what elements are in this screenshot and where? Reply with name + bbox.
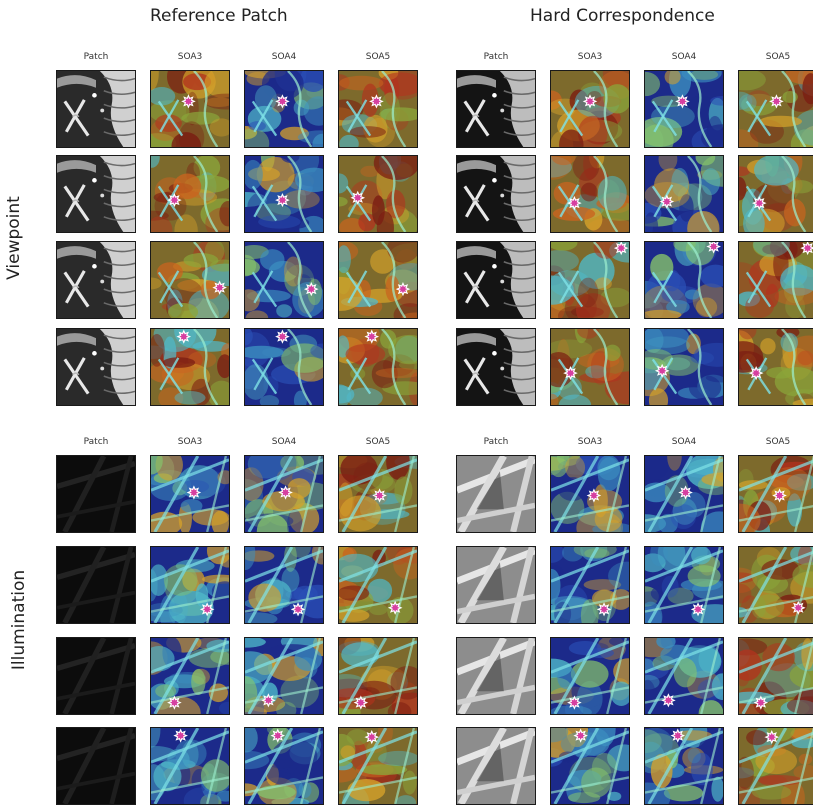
- viewpoint-reference-soa4-heatmap-row-1: [244, 70, 324, 148]
- illumination-hard-soa4-heatmap-row-2: [644, 546, 724, 624]
- hard-viewpoint-col-label-soa4: SOA4: [671, 52, 697, 62]
- viewpoint-hard-soa4-heatmap-row-3: [644, 241, 724, 319]
- illumination-reference-soa4-heatmap-row-3: [244, 637, 324, 715]
- reference-illumination-col-label-soa5: SOA5: [365, 437, 391, 447]
- reference-viewpoint-col-label-patch: Patch: [83, 52, 109, 62]
- viewpoint-reference-soa3-heatmap-row-2: [150, 155, 230, 233]
- illumination-reference-soa5-heatmap-row-4: [338, 727, 418, 805]
- viewpoint-hard-soa4-heatmap-row-2: [644, 155, 724, 233]
- illumination-reference-patch-image-row-1: [56, 455, 136, 533]
- illumination-hard-soa5-heatmap-row-3: [738, 637, 813, 715]
- viewpoint-reference-soa3-heatmap-row-3: [150, 241, 230, 319]
- illumination-hard-soa5-heatmap-row-1: [738, 455, 813, 533]
- reference-viewpoint-col-label-soa4: SOA4: [271, 52, 297, 62]
- illumination-hard-patch-image-row-4: [456, 727, 536, 805]
- illumination-reference-soa4-heatmap-row-1: [244, 455, 324, 533]
- illumination-row-label: Illumination: [9, 569, 29, 671]
- hard-viewpoint-col-label-patch: Patch: [483, 52, 509, 62]
- illumination-reference-patch-image-row-3: [56, 637, 136, 715]
- illumination-hard-soa4-heatmap-row-1: [644, 455, 724, 533]
- illumination-reference-soa5-heatmap-row-3: [338, 637, 418, 715]
- illumination-reference-soa5-heatmap-row-2: [338, 546, 418, 624]
- illumination-hard-soa5-heatmap-row-4: [738, 727, 813, 805]
- hard-illumination-col-label-soa4: SOA4: [671, 437, 697, 447]
- illumination-reference-patch-image-row-4: [56, 727, 136, 805]
- viewpoint-reference-soa3-heatmap-row-1: [150, 70, 230, 148]
- viewpoint-reference-soa5-heatmap-row-4: [338, 328, 418, 406]
- viewpoint-hard-soa5-heatmap-row-4: [738, 328, 813, 406]
- viewpoint-hard-soa3-heatmap-row-3: [550, 241, 630, 319]
- viewpoint-reference-soa5-heatmap-row-3: [338, 241, 418, 319]
- viewpoint-hard-soa4-heatmap-row-4: [644, 328, 724, 406]
- viewpoint-reference-patch-image-row-2: [56, 155, 136, 233]
- illumination-reference-soa3-heatmap-row-1: [150, 455, 230, 533]
- illumination-reference-soa4-heatmap-row-2: [244, 546, 324, 624]
- illumination-reference-soa3-heatmap-row-4: [150, 727, 230, 805]
- illumination-hard-patch-image-row-1: [456, 455, 536, 533]
- illumination-hard-soa3-heatmap-row-1: [550, 455, 630, 533]
- illumination-hard-soa3-heatmap-row-4: [550, 727, 630, 805]
- hard-illumination-col-label-soa5: SOA5: [765, 437, 791, 447]
- illumination-reference-soa3-heatmap-row-3: [150, 637, 230, 715]
- illumination-hard-patch-image-row-3: [456, 637, 536, 715]
- reference-viewpoint-col-label-soa3: SOA3: [177, 52, 203, 62]
- illumination-hard-soa5-heatmap-row-2: [738, 546, 813, 624]
- viewpoint-hard-soa5-heatmap-row-1: [738, 70, 813, 148]
- viewpoint-row-label: Viewpoint: [4, 196, 24, 280]
- hard-illumination-col-label-soa3: SOA3: [577, 437, 603, 447]
- illumination-hard-soa3-heatmap-row-3: [550, 637, 630, 715]
- hard-viewpoint-col-label-soa5: SOA5: [765, 52, 791, 62]
- viewpoint-reference-soa5-heatmap-row-1: [338, 70, 418, 148]
- hard-correspondence-title: Hard Correspondence: [530, 6, 715, 26]
- reference-patch-title: Reference Patch: [150, 6, 288, 26]
- reference-viewpoint-col-label-soa5: SOA5: [365, 52, 391, 62]
- viewpoint-hard-patch-image-row-4: [456, 328, 536, 406]
- viewpoint-reference-soa3-heatmap-row-4: [150, 328, 230, 406]
- reference-illumination-col-label-soa4: SOA4: [271, 437, 297, 447]
- illumination-reference-soa4-heatmap-row-4: [244, 727, 324, 805]
- viewpoint-reference-soa4-heatmap-row-4: [244, 328, 324, 406]
- viewpoint-hard-patch-image-row-3: [456, 241, 536, 319]
- viewpoint-hard-patch-image-row-2: [456, 155, 536, 233]
- illumination-hard-patch-image-row-2: [456, 546, 536, 624]
- viewpoint-reference-soa4-heatmap-row-3: [244, 241, 324, 319]
- illumination-reference-soa3-heatmap-row-2: [150, 546, 230, 624]
- viewpoint-reference-patch-image-row-3: [56, 241, 136, 319]
- reference-illumination-col-label-soa3: SOA3: [177, 437, 203, 447]
- illumination-hard-soa4-heatmap-row-3: [644, 637, 724, 715]
- viewpoint-reference-patch-image-row-1: [56, 70, 136, 148]
- reference-illumination-col-label-patch: Patch: [83, 437, 109, 447]
- illumination-hard-soa3-heatmap-row-2: [550, 546, 630, 624]
- viewpoint-hard-soa5-heatmap-row-3: [738, 241, 813, 319]
- hard-viewpoint-col-label-soa3: SOA3: [577, 52, 603, 62]
- viewpoint-hard-soa4-heatmap-row-1: [644, 70, 724, 148]
- viewpoint-reference-soa5-heatmap-row-2: [338, 155, 418, 233]
- viewpoint-hard-patch-image-row-1: [456, 70, 536, 148]
- viewpoint-reference-soa4-heatmap-row-2: [244, 155, 324, 233]
- illumination-reference-soa5-heatmap-row-1: [338, 455, 418, 533]
- viewpoint-hard-soa3-heatmap-row-1: [550, 70, 630, 148]
- viewpoint-hard-soa3-heatmap-row-4: [550, 328, 630, 406]
- illumination-reference-patch-image-row-2: [56, 546, 136, 624]
- hard-illumination-col-label-patch: Patch: [483, 437, 509, 447]
- viewpoint-reference-patch-image-row-4: [56, 328, 136, 406]
- viewpoint-hard-soa3-heatmap-row-2: [550, 155, 630, 233]
- illumination-hard-soa4-heatmap-row-4: [644, 727, 724, 805]
- viewpoint-hard-soa5-heatmap-row-2: [738, 155, 813, 233]
